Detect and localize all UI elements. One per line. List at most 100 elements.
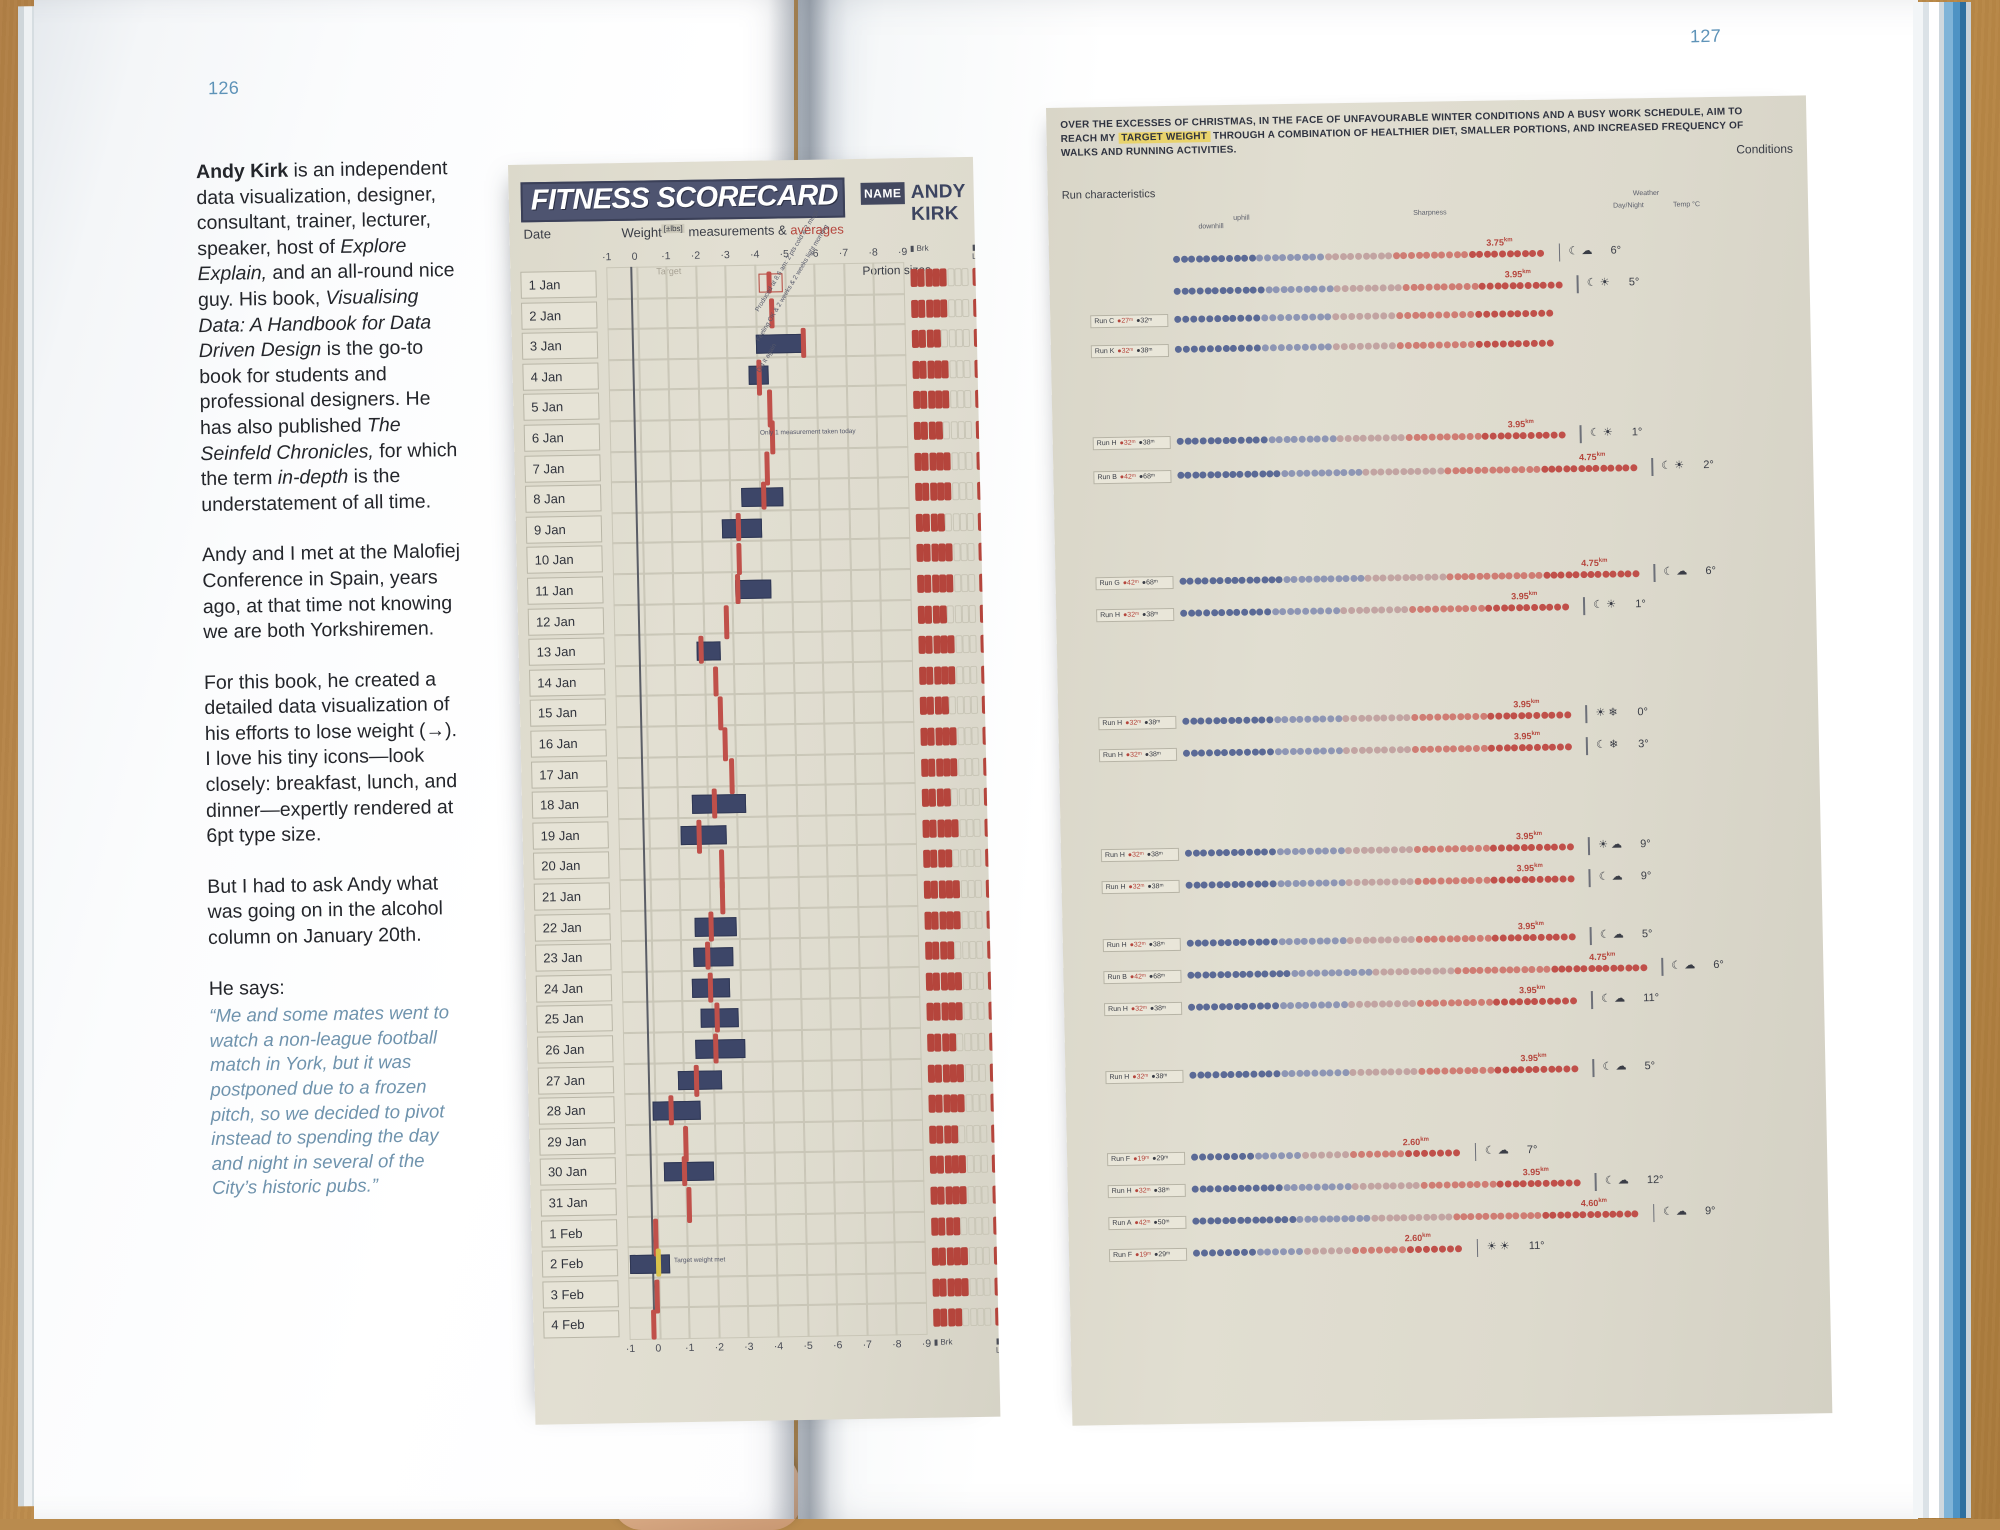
date-cell[interactable]: 8 Jan [525, 485, 602, 513]
portion-unit-filled [934, 330, 941, 348]
date-cell[interactable]: 17 Jan [531, 760, 608, 788]
date-cell[interactable]: 7 Jan [524, 454, 601, 482]
activity-segment-dot [1484, 573, 1491, 580]
date-cell[interactable]: 31 Jan [540, 1188, 617, 1216]
activity-row[interactable]: 3.95km☾ ☀5° [1090, 276, 1750, 301]
date-cell[interactable]: 24 Jan [536, 974, 613, 1002]
date-cell[interactable]: 4 Jan [522, 362, 599, 390]
portion-unit-filled [942, 697, 949, 715]
activity-segment-dot [1261, 436, 1268, 443]
date-cell[interactable]: 2 Jan [521, 301, 598, 329]
portion-unit-filled [937, 483, 944, 501]
activity-row[interactable]: 3.75km☾ ☁6° [1089, 244, 1749, 269]
date-cell[interactable]: 5 Jan [523, 393, 600, 421]
date-cell[interactable]: 20 Jan [533, 852, 610, 880]
date-cell[interactable]: 13 Jan [528, 638, 605, 666]
grid-cell [853, 722, 885, 755]
date-cell[interactable]: 30 Jan [540, 1158, 617, 1186]
activity-segment-dot [1532, 282, 1539, 289]
distance-label: 4.75km [1581, 558, 1607, 568]
date-cell[interactable]: 16 Jan [530, 729, 607, 757]
portion-unit-filled [925, 942, 932, 960]
date-cell[interactable]: 21 Jan [534, 882, 611, 910]
date-cell[interactable]: 9 Jan [526, 515, 603, 543]
date-cell[interactable]: 19 Jan [532, 821, 609, 849]
activity-segment-dot [1376, 847, 1383, 854]
grid-cell [696, 296, 728, 329]
date-cell[interactable]: 15 Jan [530, 699, 607, 727]
date-cell[interactable]: 29 Jan [539, 1127, 616, 1155]
run-id-label: Run H [1105, 852, 1125, 859]
date-cell[interactable]: 26 Jan [537, 1035, 614, 1063]
grid-cell [743, 1091, 775, 1124]
activity-segment-dot [1559, 843, 1566, 850]
grid-cell [636, 266, 668, 299]
date-cell[interactable]: 25 Jan [536, 1005, 613, 1033]
activity-segment-dot [1181, 256, 1188, 263]
date-cell[interactable]: 22 Jan [534, 913, 611, 941]
activity-segment-dot [1214, 345, 1221, 352]
date-cell[interactable]: 3 Feb [542, 1280, 619, 1308]
activity-segment-dot [1566, 1179, 1573, 1186]
activity-segment-dot [1231, 881, 1238, 888]
portion-unit-filled [920, 697, 927, 715]
date-cell[interactable]: 14 Jan [529, 668, 606, 696]
activity-segment-dot [1477, 935, 1484, 942]
activity-segment-dot [1312, 1248, 1319, 1255]
date-cell[interactable]: 11 Jan [527, 576, 604, 604]
activity-segment-dot [1257, 1003, 1264, 1010]
date-cell[interactable]: 4 Feb [543, 1311, 620, 1339]
activity-row[interactable]: Run C●27ᵐ●32ᵐ [1090, 304, 1750, 329]
run-duration-label: ●68ᵐ [1142, 579, 1158, 586]
date-cell[interactable]: 23 Jan [535, 944, 612, 972]
activity-segment-dot [1334, 285, 1341, 292]
grid-cell [825, 814, 857, 847]
activity-segment-dot [1333, 1001, 1340, 1008]
grid-cell [745, 1182, 777, 1215]
paragraph-1: Andy Kirk is an independent data visuali… [196, 156, 464, 518]
activity-segment-dot [1262, 344, 1269, 351]
distance-unit: km [1540, 1167, 1549, 1173]
activity-row[interactable]: Run K●32ᵐ●38ᵐ [1091, 334, 1751, 359]
activity-segment-dot [1507, 934, 1514, 941]
activity-segment-dot [1487, 1067, 1494, 1074]
date-cell[interactable]: 1 Feb [541, 1219, 618, 1247]
grid-cell [815, 355, 847, 388]
date-cell[interactable]: 2 Feb [542, 1249, 619, 1277]
date-cell[interactable]: 6 Jan [524, 423, 601, 451]
date-cell[interactable]: 1 Jan [520, 270, 597, 298]
activity-segment-dot [1344, 1183, 1351, 1190]
activity-segment-dot [1373, 969, 1380, 976]
date-cell[interactable]: 3 Jan [522, 332, 599, 360]
date-cell[interactable]: 10 Jan [526, 546, 603, 574]
activity-segment-dot [1498, 876, 1505, 883]
activity-segment-dot [1288, 1248, 1295, 1255]
date-cell[interactable]: 27 Jan [538, 1066, 615, 1094]
activity-segment-dot [1543, 572, 1550, 579]
activity-segment-dot [1521, 844, 1528, 851]
date-cell[interactable]: 28 Jan [538, 1096, 615, 1124]
grid-cell [740, 968, 772, 1001]
date-cell[interactable]: 12 Jan [528, 607, 605, 635]
activity-segment-dot [1254, 881, 1261, 888]
grid-cell [836, 1303, 868, 1336]
date-cell[interactable]: 18 Jan [532, 791, 609, 819]
distance-value: 3.95 [1518, 921, 1536, 931]
grid-cell [815, 324, 847, 357]
